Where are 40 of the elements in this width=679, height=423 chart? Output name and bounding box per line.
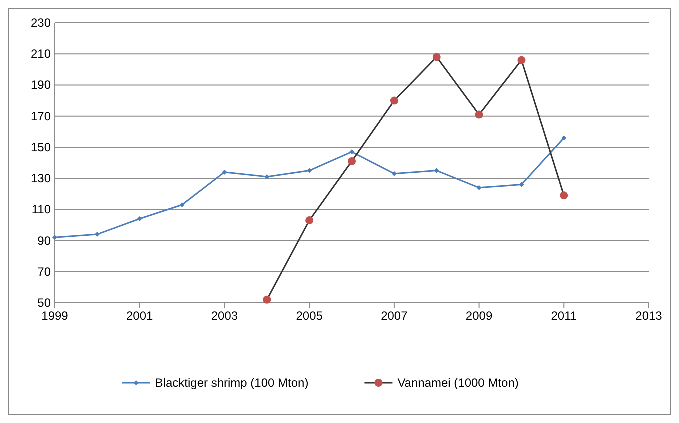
y-tick-label: 130 [30, 172, 52, 186]
point [390, 96, 398, 105]
y-tick-label: 170 [30, 109, 52, 124]
point [432, 53, 441, 62]
point [476, 185, 482, 190]
legend-label: Blacktiger shrimp (100 Mton) [155, 376, 309, 390]
x-tick-label: 2009 [466, 309, 493, 323]
y-tick-label: 90 [38, 234, 52, 248]
point [263, 296, 272, 304]
x-tick-label: 2007 [381, 309, 408, 323]
point [307, 168, 312, 174]
x-tick-label: 1999 [42, 309, 69, 323]
point [434, 168, 440, 174]
point [475, 110, 484, 119]
x-tick-label: 2013 [636, 309, 663, 323]
point [52, 235, 58, 240]
y-tick-label: 210 [30, 47, 52, 62]
point [392, 171, 397, 176]
point [562, 136, 567, 141]
y-tick-label: 70 [38, 264, 52, 279]
x-tick-label: 2001 [126, 309, 154, 323]
point [264, 174, 270, 180]
y-tick-label: 150 [30, 140, 52, 154]
point [519, 182, 524, 188]
y-tick-label: 190 [30, 78, 52, 92]
y-tick-label: 50 [38, 296, 52, 310]
x-tick-label: 2011 [551, 309, 578, 323]
y-tick-label: 230 [30, 16, 52, 30]
point [180, 202, 185, 208]
point [222, 170, 228, 175]
y-tick-label: 110 [32, 202, 52, 217]
point [137, 216, 142, 222]
x-tick-label: 2005 [296, 309, 324, 323]
point [560, 192, 568, 200]
x-tick-label: 2003 [211, 309, 238, 323]
legend-label: Vannamei (1000 Mton) [398, 376, 519, 390]
point [348, 157, 356, 166]
point [306, 216, 314, 225]
point [518, 56, 526, 64]
point [350, 150, 354, 155]
